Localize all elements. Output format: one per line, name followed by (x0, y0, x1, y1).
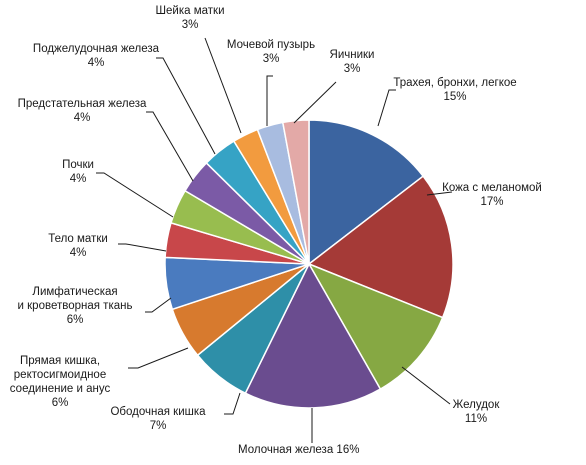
slice-label-9-line-2: 4% (70, 173, 87, 185)
slice-label-13: Мочевой пузырь 3% (227, 39, 315, 65)
slice-label-11-line-1: Поджелудочная железа (33, 43, 160, 55)
slice-label-10-line-1: Предстательная железа (18, 98, 147, 110)
leader-line-5 (224, 392, 241, 415)
slice-label-12-line-2: 3% (182, 19, 199, 31)
slice-label-11-line-2: 4% (88, 57, 105, 69)
slice-label-6-line-1: Прямая кишка, (20, 355, 100, 367)
leader-line-12 (204, 37, 242, 134)
slice-label-13-line-1: Мочевой пузырь (227, 39, 315, 51)
slice-label-1-line-1: Трахея, бронхи, легкое (393, 77, 516, 89)
slice-label-14-line-2: 3% (344, 63, 361, 75)
leader-line-6 (128, 347, 189, 369)
leader-line-7 (145, 297, 172, 313)
slice-label-2: Кожа с меланомой 17% (442, 182, 542, 208)
slice-label-5-line-2: 7% (150, 420, 167, 432)
slice-label-3: Желудок 11% (453, 399, 501, 425)
leader-line-9 (96, 172, 174, 218)
pie-slices (164, 119, 454, 409)
slice-label-1-line-2: 15% (443, 91, 466, 103)
pie-slice-1 (308, 119, 425, 266)
slice-label-14: Яичники 3% (330, 49, 375, 75)
slice-label-2-line-1: Кожа с меланомой (442, 182, 542, 194)
slice-label-1: Трахея, бронхи, легкое 15% (393, 77, 516, 103)
leader-line-8 (118, 243, 167, 252)
pie-slice-3 (307, 262, 444, 391)
slice-label-9: Почки 4% (62, 159, 94, 185)
pie-slice-2 (307, 175, 454, 319)
leader-line-10 (146, 111, 194, 182)
leader-line-14 (293, 81, 337, 124)
slice-label-6-line-4: 6% (52, 397, 69, 409)
slice-label-10: Предстательная железа 4% (18, 98, 147, 124)
slice-label-13-line-2: 3% (263, 53, 280, 65)
slice-labels: Трахея, бронхи, легкое 15% Кожа с меланомо… (10, 5, 542, 456)
slice-label-4: Молочная железа 16% (238, 444, 359, 456)
slice-label-2-line-2: 17% (480, 196, 503, 208)
leader-line-13 (266, 75, 273, 126)
leader-lines (96, 37, 453, 443)
slice-label-7: Лимфатическая и кроветворная ткань 6% (18, 286, 133, 326)
leader-line-2 (426, 191, 453, 196)
slice-label-6-line-2: ректосигмоидное (14, 369, 106, 381)
slice-label-9-line-1: Почки (62, 159, 94, 171)
slice-label-14-line-1: Яичники (330, 49, 375, 61)
slice-label-12: Шейка матки 3% (155, 5, 224, 31)
slice-label-11: Поджелудочная железа 4% (33, 43, 160, 69)
slice-label-6: Прямая кишка, ректосигмоидное соединение и… (10, 355, 111, 409)
slice-label-8-line-2: 4% (70, 247, 87, 259)
slice-label-8: Тело матки 4% (48, 233, 108, 259)
slice-label-3-line-2: 11% (465, 413, 487, 425)
leader-line-1 (377, 89, 396, 127)
slice-label-7-line-2: и кроветворная ткань (18, 300, 133, 312)
leader-line-11 (156, 57, 216, 155)
slice-label-7-line-1: Лимфатическая (32, 286, 117, 298)
slice-label-10-line-2: 4% (74, 112, 91, 124)
slice-label-8-line-1: Тело матки (48, 233, 108, 245)
pie-slice-4 (244, 262, 382, 409)
slice-label-12-line-1: Шейка матки (155, 5, 224, 17)
slice-label-5-line-1: Ободочная кишка (110, 406, 206, 418)
slice-label-3-line-1: Желудок (453, 399, 501, 411)
slice-label-7-line-3: 6% (67, 314, 84, 326)
leader-line-3 (401, 366, 451, 405)
slice-label-6-line-3: соединение и анус (10, 383, 111, 395)
slice-label-5: Ободочная кишка 7% (110, 406, 206, 432)
slice-label-4-line-1: Молочная железа 16% (238, 444, 359, 456)
